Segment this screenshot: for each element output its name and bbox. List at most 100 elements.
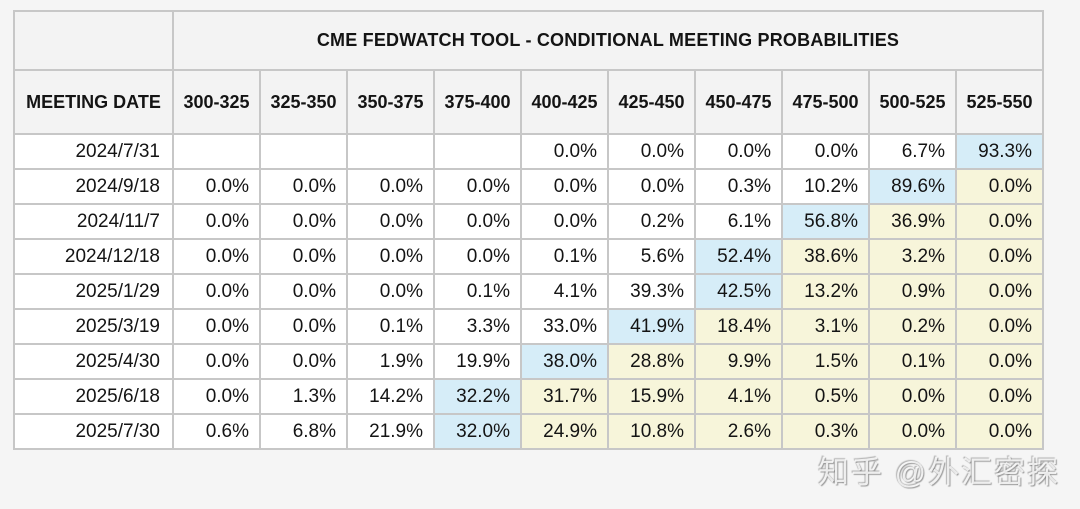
probability-cell: 0.0%	[172, 273, 261, 310]
meeting-date-cell: 2025/7/30	[13, 413, 174, 450]
probability-cell: 3.3%	[433, 308, 522, 345]
meeting-date-cell: 2025/3/19	[13, 308, 174, 345]
probability-cell: 10.2%	[781, 168, 870, 205]
table-row: 2025/3/19 0.0% 0.0% 0.1% 3.3% 33.0% 41.9% 18.4%…	[13, 308, 1044, 345]
rate-range-header: 450-475	[694, 69, 783, 135]
probability-cell: 56.8%	[781, 203, 870, 240]
meeting-date-cell: 2025/6/18	[13, 378, 174, 415]
probability-cell: 32.0%	[433, 413, 522, 450]
probability-cell: 4.1%	[520, 273, 609, 310]
probability-cell: 0.0%	[259, 343, 348, 380]
probability-cell: 89.6%	[868, 168, 957, 205]
probability-cell: 0.9%	[868, 273, 957, 310]
probability-cell: 3.1%	[781, 308, 870, 345]
fedwatch-table: CME FEDWATCH TOOL - CONDITIONAL MEETING …	[13, 10, 1044, 450]
probability-cell: 5.6%	[607, 238, 696, 275]
meeting-date-cell: 2025/1/29	[13, 273, 174, 310]
probability-cell: 0.0%	[607, 133, 696, 170]
probability-cell: 0.0%	[868, 413, 957, 450]
probability-cell: 0.0%	[346, 273, 435, 310]
table-row: 2025/4/30 0.0% 0.0% 1.9% 19.9% 38.0% 28.8% 9.9%…	[13, 343, 1044, 380]
probability-cell: 0.0%	[172, 238, 261, 275]
probability-cell: 0.0%	[955, 343, 1044, 380]
probability-cell: 0.0%	[520, 203, 609, 240]
probability-cell: 0.1%	[346, 308, 435, 345]
probability-cell: 0.1%	[433, 273, 522, 310]
meeting-date-cell: 2024/7/31	[13, 133, 174, 170]
probability-cell	[259, 133, 348, 170]
probability-cell: 15.9%	[607, 378, 696, 415]
probability-cell: 0.0%	[955, 203, 1044, 240]
probability-cell: 0.0%	[955, 308, 1044, 345]
rate-range-header: 525-550	[955, 69, 1044, 135]
probability-cell: 0.3%	[781, 413, 870, 450]
probability-cell: 41.9%	[607, 308, 696, 345]
probability-cell: 2.6%	[694, 413, 783, 450]
meeting-date-header: MEETING DATE	[13, 69, 174, 135]
table-row: 2024/7/31 0.0% 0.0% 0.0% 0.0% 6.7% 93.3%	[13, 133, 1044, 170]
probability-cell: 0.0%	[172, 203, 261, 240]
probability-cell: 6.1%	[694, 203, 783, 240]
probability-cell: 0.0%	[433, 168, 522, 205]
probability-cell: 0.0%	[172, 168, 261, 205]
probability-cell: 0.0%	[433, 203, 522, 240]
probability-cell: 0.0%	[868, 378, 957, 415]
probability-cell: 0.0%	[259, 238, 348, 275]
probability-cell: 1.3%	[259, 378, 348, 415]
probability-cell: 18.4%	[694, 308, 783, 345]
probability-cell: 24.9%	[520, 413, 609, 450]
table-row: 2025/6/18 0.0% 1.3% 14.2% 32.2% 31.7% 15.9% 4.1…	[13, 378, 1044, 415]
rate-range-header: 375-400	[433, 69, 522, 135]
column-header-row: MEETING DATE 300-325 325-350 350-375 375…	[13, 69, 1044, 135]
probability-cell: 93.3%	[955, 133, 1044, 170]
probability-cell: 39.3%	[607, 273, 696, 310]
table-row: 2025/1/29 0.0% 0.0% 0.0% 0.1% 4.1% 39.3% 42.5% 1…	[13, 273, 1044, 310]
probability-cell: 1.9%	[346, 343, 435, 380]
rate-range-header: 300-325	[172, 69, 261, 135]
probability-cell: 0.0%	[433, 238, 522, 275]
probability-cell: 0.0%	[607, 168, 696, 205]
rate-range-header: 350-375	[346, 69, 435, 135]
probability-cell: 0.0%	[955, 238, 1044, 275]
probability-cell: 0.6%	[172, 413, 261, 450]
probability-cell: 19.9%	[433, 343, 522, 380]
probability-cell: 0.2%	[868, 308, 957, 345]
meeting-date-cell: 2025/4/30	[13, 343, 174, 380]
probability-cell: 0.0%	[259, 203, 348, 240]
probability-cell: 0.0%	[520, 133, 609, 170]
probability-cell: 0.0%	[781, 133, 870, 170]
probability-cell: 0.5%	[781, 378, 870, 415]
probability-cell	[433, 133, 522, 170]
rate-range-header: 425-450	[607, 69, 696, 135]
probability-cell: 0.1%	[868, 343, 957, 380]
probability-cell: 9.9%	[694, 343, 783, 380]
probability-cell: 52.4%	[694, 238, 783, 275]
table-row: 2024/11/7 0.0% 0.0% 0.0% 0.0% 0.0% 0.2% 6.1% 56.…	[13, 203, 1044, 240]
meeting-date-cell: 2024/11/7	[13, 203, 174, 240]
probability-cell: 0.0%	[955, 273, 1044, 310]
rate-range-header: 325-350	[259, 69, 348, 135]
probability-cell: 36.9%	[868, 203, 957, 240]
probability-cell: 13.2%	[781, 273, 870, 310]
probability-cell: 0.0%	[346, 168, 435, 205]
probability-cell: 33.0%	[520, 308, 609, 345]
probability-cell: 0.0%	[955, 168, 1044, 205]
probability-cell: 10.8%	[607, 413, 696, 450]
table-row: 2025/7/30 0.6% 6.8% 21.9% 32.0% 24.9% 10.8% 2.6…	[13, 413, 1044, 450]
rate-range-header: 475-500	[781, 69, 870, 135]
probability-cell: 3.2%	[868, 238, 957, 275]
table-row: 2024/12/18 0.0% 0.0% 0.0% 0.0% 0.1% 5.6% 52.4% 3…	[13, 238, 1044, 275]
probability-cell: 0.0%	[520, 168, 609, 205]
probability-cell: 0.0%	[346, 238, 435, 275]
probability-cell: 0.0%	[955, 413, 1044, 450]
table-title: CME FEDWATCH TOOL - CONDITIONAL MEETING …	[172, 10, 1044, 71]
probability-cell: 0.0%	[694, 133, 783, 170]
rate-range-header: 500-525	[868, 69, 957, 135]
probability-cell: 0.1%	[520, 238, 609, 275]
probability-cell	[172, 133, 261, 170]
probability-cell: 31.7%	[520, 378, 609, 415]
probability-cell: 0.0%	[259, 308, 348, 345]
probability-cell: 28.8%	[607, 343, 696, 380]
probability-cell: 0.0%	[259, 168, 348, 205]
